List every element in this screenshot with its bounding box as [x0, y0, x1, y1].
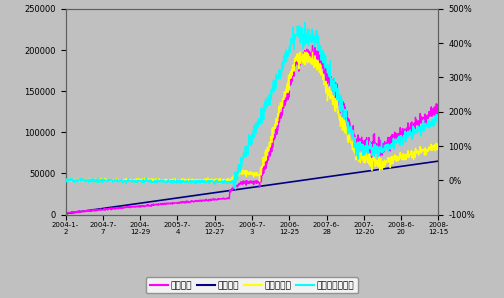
- Legend: 累计资产, 累计本金, 累计收益率, 基金累计收益率: 累计资产, 累计本金, 累计收益率, 基金累计收益率: [146, 277, 358, 294]
